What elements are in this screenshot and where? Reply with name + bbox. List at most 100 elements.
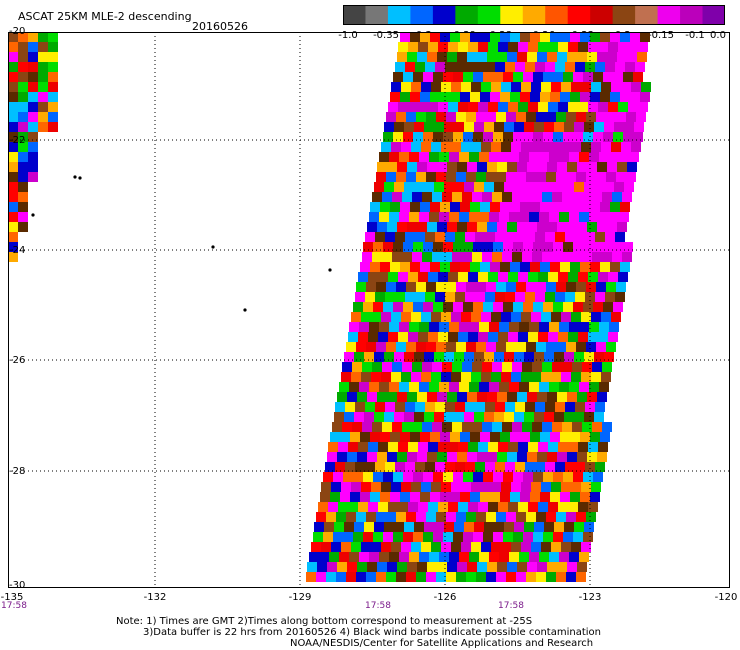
swath-cell: [375, 292, 385, 302]
swath-cell: [462, 192, 472, 202]
swath-cell: [595, 232, 605, 242]
swath-cell: [633, 72, 643, 82]
swath-cell: [414, 412, 424, 422]
swath-cell: [18, 222, 28, 232]
swath-cell: [397, 52, 407, 62]
swath-cell: [555, 462, 565, 472]
swath-cell: [547, 562, 557, 572]
swath-cell: [8, 232, 18, 242]
swath-cell: [558, 332, 568, 342]
swath-cell: [555, 292, 565, 302]
swath-cell: [361, 542, 371, 552]
swath-cell: [468, 442, 478, 452]
swath-cell: [464, 522, 474, 532]
swath-cell: [28, 42, 38, 52]
swath-cell: [380, 202, 390, 212]
swath-cell: [637, 52, 647, 62]
swath-cell: [638, 102, 648, 112]
swath-cell: [350, 432, 360, 442]
swath-cell: [377, 162, 387, 172]
swath-cell: [531, 542, 541, 552]
swath-cell: [417, 162, 427, 172]
swath-cell: [332, 422, 342, 432]
swath-cell: [549, 382, 559, 392]
swath-cell: [442, 192, 452, 202]
swath-cell: [622, 192, 632, 202]
swath-cell: [571, 142, 581, 152]
swath-cell: [320, 492, 330, 502]
swath-cell: [486, 282, 496, 292]
swath-cell: [402, 362, 412, 372]
swath-cell: [406, 512, 416, 522]
swath-cell: [392, 192, 402, 202]
swath-cell: [486, 512, 496, 522]
swath-cell: [8, 82, 18, 92]
swath-cell: [391, 82, 401, 92]
swath-cell: [319, 552, 329, 562]
swath-cell: [426, 342, 436, 352]
swath-cell: [556, 342, 566, 352]
swath-cell: [427, 392, 437, 402]
swath-cell: [568, 42, 578, 52]
swath-cell: [485, 232, 495, 242]
swath-cell: [595, 402, 605, 412]
swath-cell: [535, 402, 545, 412]
swath-cell: [517, 222, 527, 232]
swath-cell: [393, 302, 403, 312]
swath-cell: [464, 412, 474, 422]
color-scale-swatch: [567, 5, 591, 25]
swath-cell: [344, 412, 354, 422]
swath-cell: [560, 32, 570, 42]
swath-cell: [458, 502, 468, 512]
swath-cell: [377, 392, 387, 402]
swath-cell: [450, 432, 460, 442]
swath-cell: [491, 82, 501, 92]
swath-cell: [441, 82, 451, 92]
swath-cell: [369, 322, 379, 332]
swath-cell: [575, 292, 585, 302]
swath-cell: [547, 392, 557, 402]
swath-cell: [465, 402, 475, 412]
swath-cell: [395, 232, 405, 242]
swath-cell: [631, 82, 641, 92]
swath-cell: [404, 522, 414, 532]
swath-cell: [434, 182, 444, 192]
swath-cell: [413, 472, 423, 482]
swath-cell: [553, 72, 563, 82]
swath-cell: [461, 312, 471, 322]
swath-cell: [384, 122, 394, 132]
swath-cell: [466, 172, 476, 182]
swath-cell: [556, 112, 566, 122]
swath-cell: [474, 182, 484, 192]
swath-cell: [511, 142, 521, 152]
swath-cell: [555, 232, 565, 242]
swath-cell: [484, 522, 494, 532]
swath-cell: [625, 62, 635, 72]
swath-cell: [447, 162, 457, 172]
swath-cell: [353, 472, 363, 482]
swath-cell: [481, 312, 491, 322]
swath-cell: [48, 62, 58, 72]
swath-cell: [553, 532, 563, 542]
swath-cell: [347, 452, 357, 462]
swath-cell: [581, 82, 591, 92]
swath-cell: [560, 202, 570, 212]
swath-cell: [436, 282, 446, 292]
swath-cell: [581, 372, 591, 382]
swath-cell: [382, 192, 392, 202]
swath-cell: [394, 122, 404, 132]
swath-cell: [608, 102, 618, 112]
swath-cell: [360, 492, 370, 502]
swath-cell: [360, 432, 370, 442]
swath-cell: [8, 92, 18, 102]
swath-cell: [510, 262, 520, 272]
color-scale-swatch: [343, 5, 366, 25]
swath-cell: [459, 322, 469, 332]
swath-cell: [450, 32, 460, 42]
swath-cell: [383, 532, 393, 542]
color-scale-tick: -0.15: [648, 30, 674, 41]
swath-cell: [437, 392, 447, 402]
swath-cell: [489, 552, 499, 562]
swath-cell: [578, 272, 588, 282]
swath-cell: [543, 72, 553, 82]
